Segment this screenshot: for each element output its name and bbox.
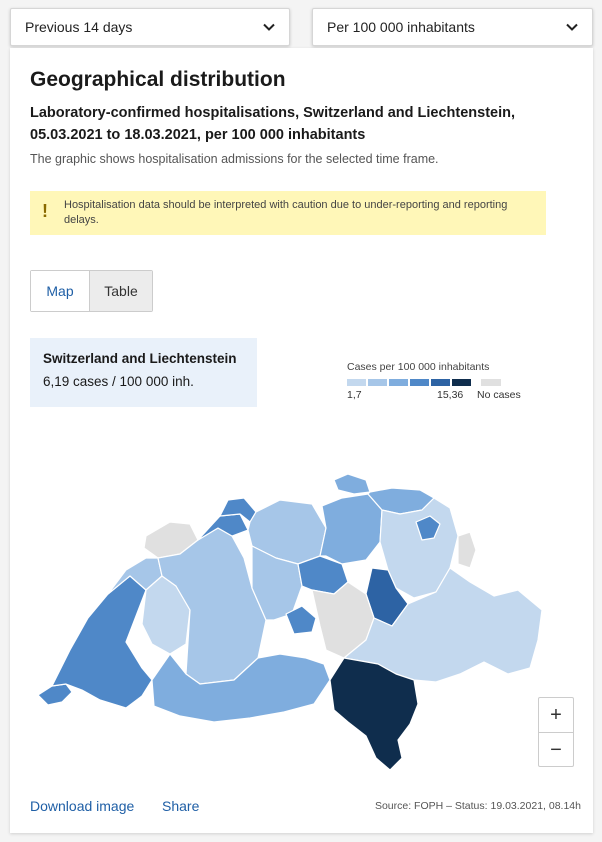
canton-region[interactable] [51,575,153,709]
chevron-down-icon [263,23,275,31]
warning-banner: ! Hospitalisation data should be interpr… [30,191,546,235]
zoom-in-button[interactable]: + [550,703,562,726]
card-description: The graphic shows hospitalisation admiss… [30,152,439,166]
legend-title: Cases per 100 000 inhabitants [347,361,490,373]
period-select[interactable]: Previous 14 days [10,8,290,46]
canton-region[interactable] [37,683,73,706]
zoom-out-button[interactable]: − [539,732,573,767]
chevron-down-icon [566,23,578,31]
download-image-link[interactable]: Download image [30,798,135,814]
source-note: Source: FOPH – Status: 19.03.2021, 08.14… [374,800,581,812]
unit-select-value: Per 100 000 inhabitants [327,19,475,35]
map-area[interactable] [30,418,570,778]
legend-max-label: 15,36 [437,389,464,401]
legend-swatch [368,379,387,386]
tab-map[interactable]: Map [31,271,89,311]
share-link[interactable]: Share [162,798,200,814]
canton-map[interactable] [30,418,570,778]
canton-region[interactable] [415,515,441,541]
legend-swatch [431,379,450,386]
warning-icon: ! [42,201,48,221]
card-subtitle: Laboratory-confirmed hospitalisations, S… [30,105,516,143]
legend-swatch [347,379,366,386]
view-tabs: Map Table [30,270,153,312]
zoom-control: + − [538,697,574,767]
warning-text: Hospitalisation data should be interpret… [64,199,508,226]
legend-swatch [410,379,429,386]
legend-swatch [389,379,408,386]
legend-swatch [452,379,471,386]
region-name: Switzerland and Liechtenstein [43,351,237,366]
unit-select[interactable]: Per 100 000 inhabitants [312,8,593,46]
canton-region[interactable] [343,567,543,683]
geo-distribution-card: Geographical distribution Laboratory-con… [10,48,593,833]
legend-no-cases-swatch [481,379,501,386]
canton-region[interactable] [151,653,331,723]
region-value: 6,19 cases / 100 000 inh. [43,374,194,389]
legend-no-cases-label: No cases [477,389,521,401]
legend-color-scale [347,379,547,386]
card-title: Geographical distribution [30,68,286,91]
period-select-value: Previous 14 days [25,19,133,35]
canton-region[interactable] [329,657,419,771]
tab-table[interactable]: Table [89,271,152,311]
map-legend: Cases per 100 000 inhabitants 1,7 15,36 … [347,361,547,403]
canton-region[interactable] [319,493,383,565]
legend-min-label: 1,7 [347,389,362,401]
canton-region[interactable] [285,605,317,635]
region-info-box: Switzerland and Liechtenstein 6,19 cases… [30,338,257,407]
canton-region[interactable] [457,531,477,569]
canton-region[interactable] [333,473,371,495]
